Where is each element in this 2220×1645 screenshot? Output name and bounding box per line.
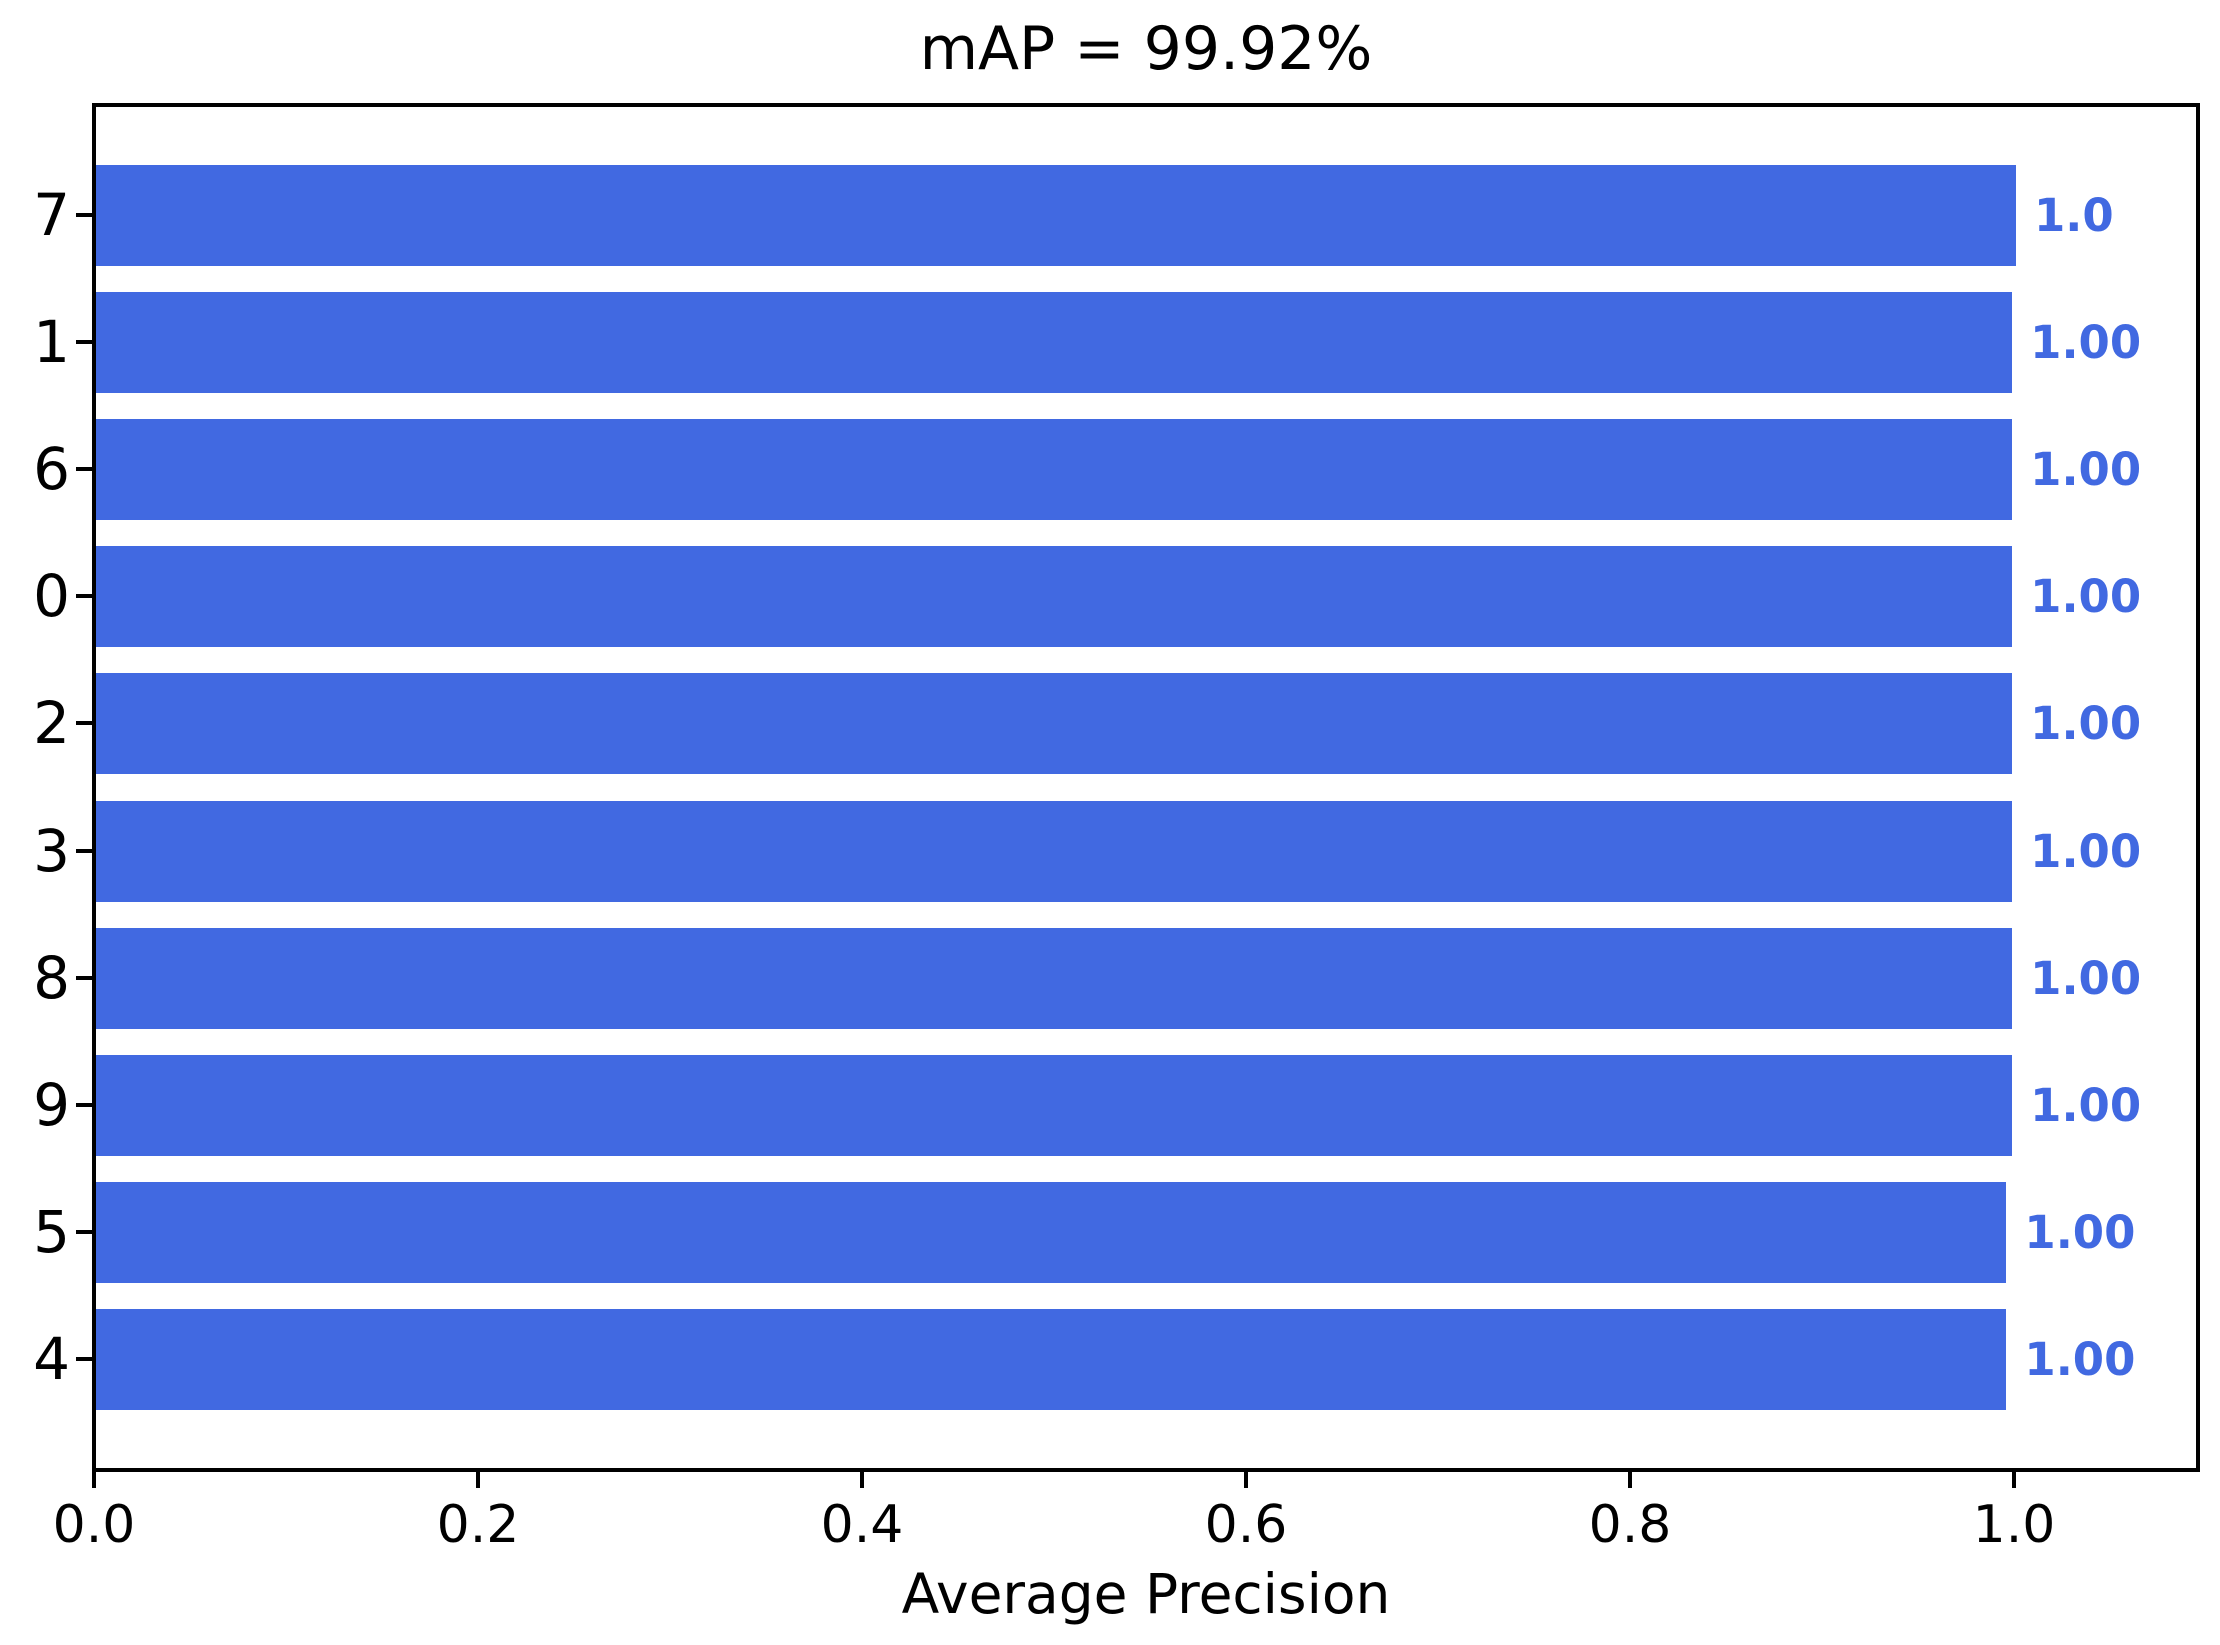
x-tick-label: 1.0	[1972, 1495, 2056, 1555]
bar-row: 8 1.00	[0, 927, 2220, 1029]
x-tick-mark	[476, 1472, 480, 1488]
x-tick-label: 0.4	[820, 1495, 904, 1555]
y-tick-mark	[76, 721, 92, 726]
bar	[96, 1309, 2007, 1410]
y-tick-mark	[76, 213, 92, 217]
bar	[96, 165, 2016, 266]
y-tick-mark	[76, 975, 92, 980]
bar-value-label: 1.00	[2030, 316, 2142, 370]
bar-value-label: 1.00	[2024, 1205, 2136, 1259]
bar-value-label: 1.00	[2030, 951, 2142, 1005]
bar	[96, 292, 2013, 394]
bar-row: 1 1.00	[0, 292, 2220, 394]
y-tick-label: 5	[33, 1197, 70, 1266]
x-tick-mark	[92, 1472, 96, 1488]
y-tick-label: 8	[33, 943, 70, 1012]
x-tick-label: 0.6	[1204, 1495, 1288, 1555]
x-tick-mark	[1244, 1472, 1248, 1488]
bar	[96, 1181, 2007, 1283]
bar	[96, 419, 2013, 521]
x-axis-label: Average Precision	[901, 1562, 1391, 1626]
bar-row: 7 1.0	[0, 165, 2220, 266]
y-tick-mark	[76, 1102, 92, 1107]
y-tick-label: 6	[33, 435, 70, 504]
bar-row: 0 1.00	[0, 546, 2220, 648]
y-tick-label: 9	[33, 1070, 70, 1139]
y-tick-label: 7	[33, 181, 70, 249]
chart-title: mAP = 99.92%	[919, 14, 1373, 84]
x-tick-label: 0.2	[436, 1495, 520, 1555]
bar-row: 3 1.00	[0, 800, 2220, 902]
bar-row: 9 1.00	[0, 1054, 2220, 1156]
y-tick-label: 1	[33, 308, 70, 377]
x-tick-mark	[2012, 1472, 2016, 1488]
bar	[96, 673, 2013, 775]
y-tick-label: 0	[33, 562, 70, 631]
y-tick-label: 2	[33, 689, 70, 758]
bar-value-label: 1.00	[2030, 443, 2142, 497]
y-tick-mark	[76, 848, 92, 853]
bar-row: 2 1.00	[0, 673, 2220, 775]
y-tick-label: 4	[33, 1325, 70, 1393]
bar-row: 4 1.00	[0, 1309, 2220, 1410]
bar-value-label: 1.00	[2030, 1078, 2142, 1132]
x-tick-mark	[1628, 1472, 1632, 1488]
x-tick-label: 0.0	[52, 1495, 136, 1555]
y-tick-label: 3	[33, 816, 70, 885]
bar-value-label: 1.00	[2030, 570, 2142, 624]
bar-row: 5 1.00	[0, 1181, 2220, 1283]
bar	[96, 800, 2013, 902]
y-tick-mark	[76, 1229, 92, 1234]
bar	[96, 927, 2013, 1029]
bar-value-label: 1.00	[2030, 824, 2142, 878]
bar	[96, 546, 2013, 648]
bar	[96, 1054, 2013, 1156]
y-tick-mark	[76, 594, 92, 599]
y-tick-mark	[76, 340, 92, 345]
bar-row: 6 1.00	[0, 419, 2220, 521]
bar-value-label: 1.00	[2030, 697, 2142, 751]
y-tick-mark	[76, 467, 92, 472]
bar-value-label: 1.00	[2024, 1333, 2136, 1386]
y-tick-mark	[76, 1357, 92, 1361]
x-tick-label: 0.8	[1588, 1495, 1672, 1555]
bar-value-label: 1.0	[2034, 189, 2114, 242]
x-tick-mark	[860, 1472, 864, 1488]
